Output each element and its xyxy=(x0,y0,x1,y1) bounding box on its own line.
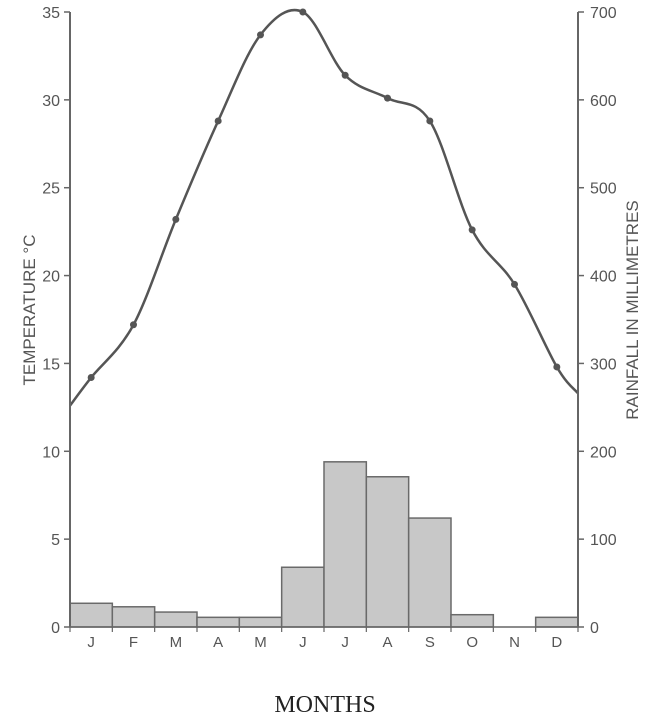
temperature-point xyxy=(341,71,349,79)
x-tick-label: D xyxy=(551,634,562,651)
rainfall-bar xyxy=(280,566,325,628)
y-tick-label-right: 500 xyxy=(590,181,617,198)
y-tick-label-left: 30 xyxy=(42,93,60,110)
rainfall-bar xyxy=(238,616,283,628)
rainfall-bar xyxy=(534,616,579,628)
temperature-point xyxy=(87,373,95,381)
temperature-point xyxy=(553,363,561,371)
y-tick-label-right: 700 xyxy=(590,5,617,22)
rainfall-bar xyxy=(323,461,368,628)
temperature-point xyxy=(299,8,307,16)
axis-labels: 0 5 10 15 20 25 30 35 0 100 200 300 400 500 600 700 J F M A… xyxy=(42,5,617,651)
temperature-point xyxy=(468,226,476,234)
rainfall-bar xyxy=(196,616,241,628)
x-tick-label: S xyxy=(425,634,435,651)
temperature-line xyxy=(69,8,579,407)
rainfall-bar xyxy=(407,517,452,628)
temperature-line-layer xyxy=(69,8,579,407)
x-tick-label: A xyxy=(213,634,223,651)
rainfall-bar xyxy=(450,613,495,628)
y-tick-label-right: 300 xyxy=(590,356,617,373)
x-tick-label: N xyxy=(509,634,520,651)
temperature-point xyxy=(130,321,137,329)
y-tick-label-left: 15 xyxy=(42,356,60,373)
rainfall-bar xyxy=(111,606,156,628)
y-tick-label-right: 600 xyxy=(590,93,617,110)
x-tick-label: M xyxy=(254,634,267,651)
rainfall-bar xyxy=(69,602,114,628)
y-tick-label-right: 0 xyxy=(590,620,599,637)
y-tick-label-right: 200 xyxy=(590,444,617,461)
x-tick-label: F xyxy=(129,634,138,651)
temperature-point xyxy=(214,117,222,125)
y-tick-label-right: 100 xyxy=(590,532,617,549)
x-tick-label: M xyxy=(170,634,183,651)
y-tick-label-left: 20 xyxy=(42,269,60,286)
y-tick-label-left: 0 xyxy=(51,620,60,637)
rainfall-bar xyxy=(153,611,198,628)
temperature-point xyxy=(426,117,434,125)
x-axis-title: MONTHS xyxy=(274,692,375,717)
y-tick-label-left: 10 xyxy=(42,444,60,461)
x-tick-label: J xyxy=(87,634,95,651)
y-tick-label-left: 25 xyxy=(42,181,60,198)
x-tick-label: J xyxy=(341,634,349,651)
y-tick-label-left: 35 xyxy=(42,5,60,22)
rainfall-bar xyxy=(365,476,410,628)
x-tick-label: O xyxy=(466,634,478,651)
x-tick-label: A xyxy=(382,634,392,651)
temperature-point xyxy=(384,94,391,102)
y-tick-label-left: 5 xyxy=(51,532,60,549)
temperature-point xyxy=(257,31,264,39)
axes xyxy=(64,11,584,632)
temperature-point xyxy=(511,280,518,288)
y-tick-label-right: 400 xyxy=(590,269,617,286)
y-axis-title-left: TEMPERATURE °C xyxy=(20,235,39,386)
rainfall-bars xyxy=(69,461,579,628)
temperature-point xyxy=(172,215,180,223)
x-tick-label: J xyxy=(299,634,307,651)
y-axis-title-right: RAINFALL IN MILLIMETRES xyxy=(623,200,642,419)
